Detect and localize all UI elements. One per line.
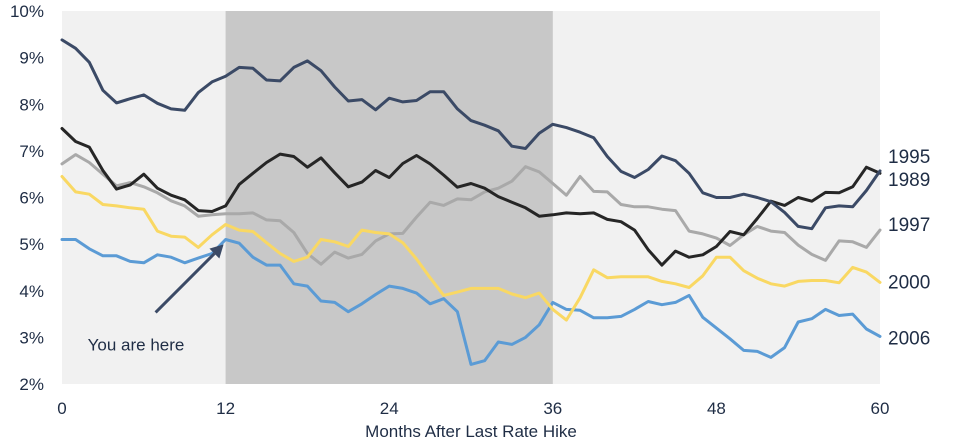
y-tick-label: 5% [19,235,44,254]
y-tick-label: 6% [19,189,44,208]
x-tick-label: 60 [871,399,890,418]
series-label-2000: 2000 [888,272,930,293]
x-tick-label: 36 [543,399,562,418]
series-layer [60,38,882,366]
series-label-1989: 1989 [888,170,930,191]
y-tick-label: 8% [19,95,44,114]
series-line-1989 [60,127,882,267]
x-axis-ticks: 0 12 24 36 48 60 [57,399,889,418]
series-label-2006: 2006 [888,328,930,349]
annotation-label: You are here [88,335,185,354]
x-axis-title: Months After Last Rate Hike [365,422,577,441]
x-tick-label: 48 [707,399,726,418]
series-label-1995: 1995 [888,147,930,168]
y-tick-label: 10% [10,2,44,21]
x-tick-label: 24 [380,399,399,418]
y-tick-label: 9% [19,49,44,68]
x-tick-label: 12 [216,399,235,418]
series-line-2000 [60,175,882,322]
series-line-1995 [60,38,882,231]
y-axis-ticks: 2% 3% 4% 5% 6% 7% 8% 9% 10% [10,2,44,394]
x-tick-label: 0 [57,399,66,418]
y-tick-label: 7% [19,142,44,161]
series-line-2006 [60,238,882,366]
annotation: You are here [88,244,224,354]
series-label-1997: 1997 [888,215,930,236]
y-tick-label: 2% [19,375,44,394]
annotation-arrow [154,252,216,314]
y-tick-label: 3% [19,328,44,347]
annotation-arrowhead [209,244,224,259]
y-tick-label: 4% [19,282,44,301]
